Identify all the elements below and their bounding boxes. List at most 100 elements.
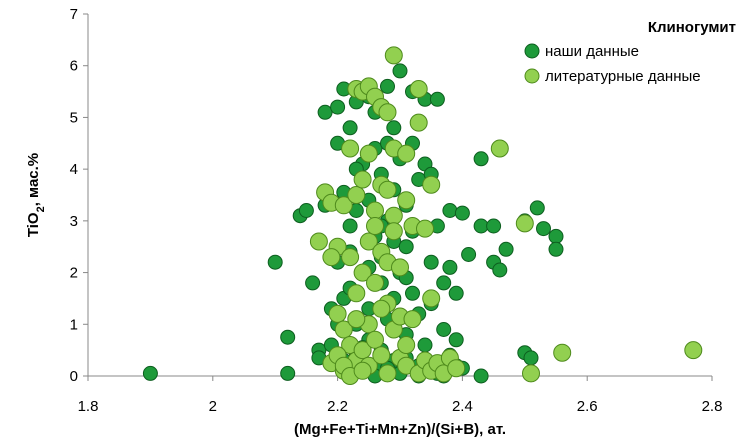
data-point-our-data bbox=[317, 104, 333, 120]
data-point-our-data bbox=[280, 329, 296, 345]
data-point-our-data bbox=[454, 205, 470, 221]
x-tick-label: 2.6 bbox=[577, 398, 598, 415]
data-point-our-data bbox=[436, 275, 452, 291]
data-point-our-data bbox=[436, 322, 452, 337]
data-point-our-data bbox=[498, 241, 514, 257]
data-point-literature-data bbox=[384, 46, 403, 65]
data-point-our-data bbox=[330, 99, 346, 115]
data-point-literature-data bbox=[684, 341, 703, 360]
legend-marker-our-data bbox=[524, 43, 540, 59]
x-tick-label: 2.4 bbox=[452, 398, 473, 415]
data-point-our-data bbox=[529, 200, 545, 216]
data-point-literature-data bbox=[515, 214, 534, 233]
data-point-our-data bbox=[386, 120, 402, 136]
data-point-literature-data bbox=[366, 273, 384, 292]
data-point-literature-data bbox=[366, 330, 384, 349]
data-point-our-data bbox=[473, 151, 489, 167]
data-point-our-data bbox=[298, 203, 314, 218]
legend-title: Клиногумит bbox=[648, 19, 736, 36]
data-point-literature-data bbox=[322, 248, 341, 267]
data-point-our-data bbox=[380, 78, 395, 94]
legend-label-literature-data: литературные данные bbox=[545, 68, 701, 85]
data-point-literature-data bbox=[403, 310, 422, 329]
data-point-our-data bbox=[398, 239, 414, 255]
data-point-literature-data bbox=[347, 284, 366, 303]
data-point-our-data bbox=[548, 241, 564, 257]
data-point-our-data bbox=[448, 332, 464, 348]
data-point-literature-data bbox=[347, 186, 366, 204]
data-point-literature-data bbox=[553, 343, 572, 362]
data-point-our-data bbox=[305, 275, 321, 291]
data-point-literature-data bbox=[366, 217, 384, 235]
data-point-literature-data bbox=[490, 139, 509, 158]
data-point-literature-data bbox=[416, 219, 434, 238]
data-point-literature-data bbox=[359, 232, 378, 251]
data-point-literature-data bbox=[341, 139, 360, 158]
data-point-literature-data bbox=[397, 191, 416, 210]
data-point-literature-data bbox=[372, 299, 391, 318]
series-literature-data bbox=[309, 46, 703, 385]
data-point-literature-data bbox=[422, 175, 441, 194]
data-point-literature-data bbox=[359, 144, 378, 163]
legend-marker-literature-data bbox=[524, 68, 540, 84]
data-point-literature-data bbox=[353, 263, 372, 282]
legend-label-our-data: наши данные bbox=[545, 43, 639, 60]
y-axis-ticks: 0 1 2 3 4 5 6 7 bbox=[70, 6, 88, 385]
x-tick-label: 2 bbox=[209, 398, 217, 415]
data-point-our-data bbox=[442, 203, 458, 218]
data-point-literature-data bbox=[384, 206, 403, 225]
data-point-literature-data bbox=[353, 361, 372, 380]
data-point-literature-data bbox=[353, 170, 372, 189]
y-tick-label: 6 bbox=[70, 58, 78, 75]
x-tick-label: 2.8 bbox=[702, 398, 723, 415]
y-tick-label: 7 bbox=[70, 6, 78, 23]
data-point-literature-data bbox=[378, 180, 397, 199]
data-point-our-data bbox=[342, 120, 358, 136]
data-point-literature-data bbox=[328, 304, 347, 323]
data-point-our-data bbox=[473, 368, 489, 384]
y-tick-label: 2 bbox=[70, 265, 78, 282]
data-point-literature-data bbox=[409, 80, 428, 98]
series-our-data bbox=[142, 63, 564, 384]
data-point-our-data bbox=[473, 218, 489, 234]
data-point-our-data bbox=[548, 228, 564, 244]
data-point-literature-data bbox=[341, 248, 360, 267]
data-point-literature-data bbox=[334, 320, 353, 339]
data-point-our-data bbox=[523, 350, 539, 366]
x-tick-label: 2.2 bbox=[327, 398, 348, 415]
data-point-our-data bbox=[536, 221, 551, 237]
data-point-literature-data bbox=[347, 310, 366, 329]
data-point-our-data bbox=[461, 247, 477, 262]
x-axis-title: (Mg+Fe+Ti+Mn+Zn)/(Si+B), ат. bbox=[294, 421, 506, 438]
legend: Клиногумит наши данные литературные данн… bbox=[524, 19, 736, 85]
data-point-our-data bbox=[423, 254, 439, 270]
data-point-literature-data bbox=[391, 258, 409, 277]
data-point-our-data bbox=[267, 254, 283, 270]
data-point-literature-data bbox=[353, 341, 372, 360]
data-point-our-data bbox=[392, 63, 408, 79]
x-tick-label: 1.8 bbox=[78, 398, 99, 415]
y-axis-title: TiO2, мас.% bbox=[25, 153, 47, 237]
data-point-literature-data bbox=[397, 336, 416, 354]
data-point-literature-data bbox=[334, 196, 353, 215]
y-tick-label: 4 bbox=[70, 161, 78, 178]
data-point-our-data bbox=[442, 259, 458, 275]
x-axis-ticks: 1.8 2 2.2 2.4 2.6 2.8 bbox=[78, 376, 723, 415]
data-point-literature-data bbox=[397, 144, 416, 163]
y-tick-label: 1 bbox=[70, 316, 78, 333]
data-point-literature-data bbox=[372, 346, 391, 365]
data-point-literature-data bbox=[378, 103, 397, 122]
data-point-literature-data bbox=[447, 359, 466, 378]
data-point-our-data bbox=[405, 285, 420, 301]
data-point-our-data bbox=[492, 262, 508, 278]
data-point-our-data bbox=[142, 365, 158, 381]
data-point-our-data bbox=[417, 337, 433, 353]
data-point-literature-data bbox=[309, 232, 328, 251]
data-point-literature-data bbox=[378, 364, 397, 383]
data-point-our-data bbox=[448, 285, 464, 301]
data-point-literature-data bbox=[384, 222, 403, 241]
y-axis-title-post: , мас.% bbox=[25, 153, 42, 206]
data-point-literature-data bbox=[409, 113, 428, 132]
y-tick-label: 3 bbox=[70, 213, 78, 230]
y-tick-label: 0 bbox=[70, 368, 78, 385]
